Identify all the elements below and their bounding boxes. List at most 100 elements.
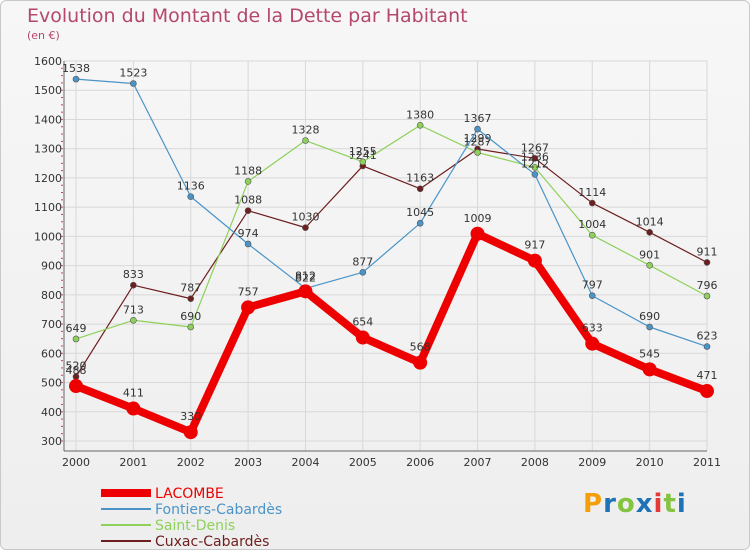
data-label: 1136 <box>177 180 205 193</box>
y-minor-tick <box>61 206 63 208</box>
data-label: 1088 <box>234 194 262 207</box>
data-point <box>703 343 711 350</box>
data-point <box>470 226 485 241</box>
logo-letter: t <box>663 489 677 519</box>
data-label: 787 <box>180 282 201 295</box>
data-point <box>416 185 424 193</box>
data-label: 1287 <box>464 135 492 148</box>
y-minor-tick <box>61 308 63 310</box>
logo-letter: x <box>635 489 654 519</box>
y-tick-label: 1200 <box>34 172 62 185</box>
y-minor-tick <box>61 440 63 442</box>
y-minor-tick <box>61 148 63 150</box>
logo-letter: i <box>676 489 687 519</box>
data-label: 690 <box>180 310 201 323</box>
series-line-0 <box>74 229 709 437</box>
y-minor-tick <box>61 265 63 267</box>
x-tick-label: 2004 <box>291 456 319 469</box>
data-label: 1014 <box>636 215 664 228</box>
data-label: 545 <box>639 347 660 360</box>
y-minor-tick <box>61 294 63 296</box>
y-minor-tick <box>61 126 63 128</box>
y-minor-tick <box>61 389 63 391</box>
x-tick-label: 2001 <box>119 456 147 469</box>
data-point <box>646 323 653 331</box>
data-point <box>474 149 481 156</box>
y-minor-tick <box>61 243 63 245</box>
y-minor-tick <box>61 250 63 252</box>
data-label: 1267 <box>521 141 549 154</box>
data-label: 1212 <box>521 157 549 170</box>
x-tick-label: 2003 <box>234 456 262 469</box>
y-minor-tick <box>61 133 63 135</box>
x-tick-label: 2006 <box>406 456 434 469</box>
y-minor-tick <box>61 330 63 332</box>
chart-unit: (en €) <box>27 29 60 42</box>
y-minor-tick <box>61 360 63 362</box>
legend-label: Saint-Denis <box>155 518 235 534</box>
data-point <box>69 379 83 394</box>
data-label: 633 <box>582 322 603 335</box>
y-minor-tick <box>61 228 63 230</box>
logo-letter: i <box>653 489 664 519</box>
y-minor-tick <box>61 162 63 164</box>
x-tick-label: 2000 <box>62 456 90 469</box>
y-tick-label: 1300 <box>34 143 62 156</box>
data-label: 917 <box>524 239 545 252</box>
data-label: 1538 <box>62 62 90 75</box>
data-label: 797 <box>582 279 603 292</box>
data-point <box>474 125 481 133</box>
data-point <box>588 231 596 239</box>
data-point <box>585 336 600 351</box>
y-minor-tick <box>61 396 63 398</box>
legend-label: Cuxac-Cabardès <box>155 534 269 550</box>
data-point <box>355 330 370 345</box>
data-label: 623 <box>697 330 718 343</box>
y-tick-label: 600 <box>41 347 62 360</box>
data-point <box>416 122 424 129</box>
y-minor-tick <box>61 75 63 77</box>
y-minor-tick <box>61 279 63 281</box>
data-label: 812 <box>295 269 316 282</box>
y-minor-tick <box>61 104 63 106</box>
data-point <box>642 362 657 377</box>
chart-title: Evolution du Montant de la Dette par Hab… <box>27 5 468 27</box>
series-line-1 <box>75 78 708 348</box>
data-label: 1367 <box>464 112 492 125</box>
data-label: 901 <box>639 248 660 261</box>
y-minor-tick <box>61 140 63 142</box>
data-label: 1114 <box>578 186 606 199</box>
y-minor-tick <box>61 367 63 369</box>
data-point <box>187 295 195 302</box>
data-label: 1236 <box>521 150 549 163</box>
y-minor-tick <box>61 352 63 354</box>
data-point <box>130 281 137 289</box>
data-label: 330 <box>180 410 201 423</box>
data-point <box>187 323 195 331</box>
data-label: 1030 <box>291 211 319 224</box>
data-point <box>416 219 424 227</box>
data-label: 411 <box>123 387 144 400</box>
data-point <box>72 75 80 83</box>
y-minor-tick <box>61 345 63 347</box>
x-tick-label: 2005 <box>349 456 377 469</box>
data-label: 1009 <box>464 212 492 225</box>
y-minor-tick <box>61 82 63 84</box>
data-label: 822 <box>295 271 316 284</box>
y-minor-tick <box>61 418 63 420</box>
data-point <box>241 300 256 315</box>
data-label: 1004 <box>578 218 606 231</box>
data-label: 568 <box>410 341 431 354</box>
logo-letter: P <box>583 489 604 519</box>
proxiti-logo: Proxiti <box>583 489 687 519</box>
y-minor-tick <box>61 221 63 223</box>
legend-label: Fontiers-Cabardès <box>155 502 282 518</box>
data-label: 796 <box>697 279 718 292</box>
data-point <box>646 262 653 269</box>
data-label: 1380 <box>406 108 434 121</box>
data-point <box>302 224 309 231</box>
y-minor-tick <box>61 118 63 120</box>
data-label: 1045 <box>406 206 434 219</box>
